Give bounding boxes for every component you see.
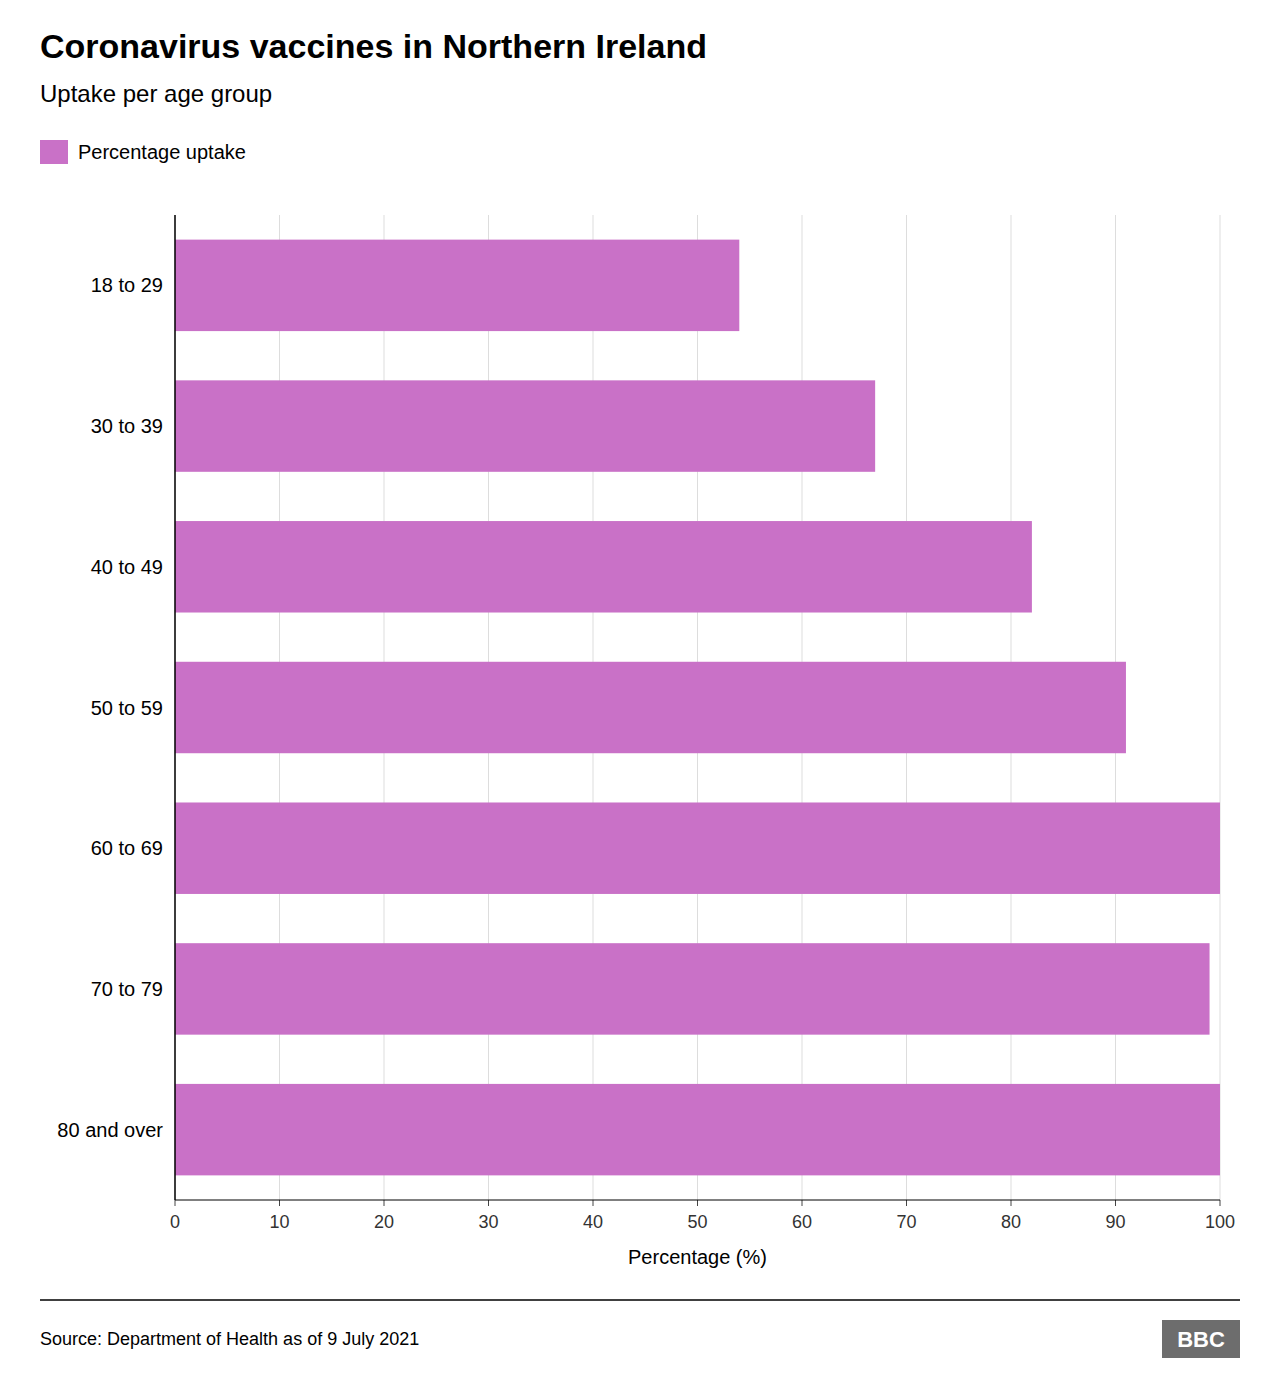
- chart: Coronavirus vaccines in Northern Ireland…: [0, 0, 1280, 1400]
- tick-label: 60: [792, 1212, 812, 1232]
- tick-mark: [488, 1200, 489, 1206]
- category-label: 70 to 79: [91, 978, 163, 1000]
- bar: [175, 1084, 1220, 1175]
- bar: [175, 802, 1220, 893]
- source-note: Source: Department of Health as of 9 Jul…: [40, 1329, 419, 1349]
- tick-mark: [1011, 1200, 1012, 1206]
- tick-mark: [906, 1200, 907, 1206]
- category-label: 30 to 39: [91, 415, 163, 437]
- category-label: 60 to 69: [91, 837, 163, 859]
- legend-label: Percentage uptake: [78, 141, 246, 163]
- title: Coronavirus vaccines in Northern Ireland: [40, 27, 707, 65]
- bar: [175, 662, 1126, 753]
- background: [0, 0, 1280, 1400]
- tick-label: 0: [170, 1212, 180, 1232]
- x-axis-label: Percentage (%): [628, 1246, 767, 1268]
- bar: [175, 380, 875, 471]
- grid-line: [175, 215, 176, 1200]
- tick-mark: [1220, 1200, 1221, 1206]
- category-label: 50 to 59: [91, 697, 163, 719]
- tick-mark: [1115, 1200, 1116, 1206]
- bars: [175, 240, 1220, 1176]
- category-label: 80 and over: [57, 1119, 163, 1141]
- bar: [175, 943, 1210, 1034]
- tick-mark: [593, 1200, 594, 1206]
- logo-box: [1162, 1320, 1240, 1358]
- tick-mark: [697, 1200, 698, 1206]
- x-axis-line: [175, 1200, 1220, 1201]
- tick-label: 10: [269, 1212, 289, 1232]
- y-axis-line: [174, 215, 176, 1200]
- category-label: 18 to 29: [91, 274, 163, 296]
- tick-label: 50: [687, 1212, 707, 1232]
- tick-label: 90: [1105, 1212, 1125, 1232]
- tick-label: 40: [583, 1212, 603, 1232]
- tick-mark: [802, 1200, 803, 1206]
- grid-line: [1220, 215, 1221, 1200]
- footer-rule: [40, 1299, 1240, 1301]
- category-label: 40 to 49: [91, 556, 163, 578]
- tick-label: 80: [1001, 1212, 1021, 1232]
- bar: [175, 521, 1032, 612]
- grid: [175, 215, 1220, 1200]
- legend-swatch: [40, 140, 68, 164]
- tick-mark: [279, 1200, 280, 1206]
- bar: [175, 240, 739, 331]
- tick-label: 30: [478, 1212, 498, 1232]
- logo-text: BBC: [1177, 1327, 1225, 1352]
- tick-mark: [384, 1200, 385, 1206]
- tick-label: 20: [374, 1212, 394, 1232]
- tick-label: 70: [896, 1212, 916, 1232]
- tick-label: 100: [1205, 1212, 1235, 1232]
- subtitle: Uptake per age group: [40, 80, 272, 107]
- tick-mark: [175, 1200, 176, 1206]
